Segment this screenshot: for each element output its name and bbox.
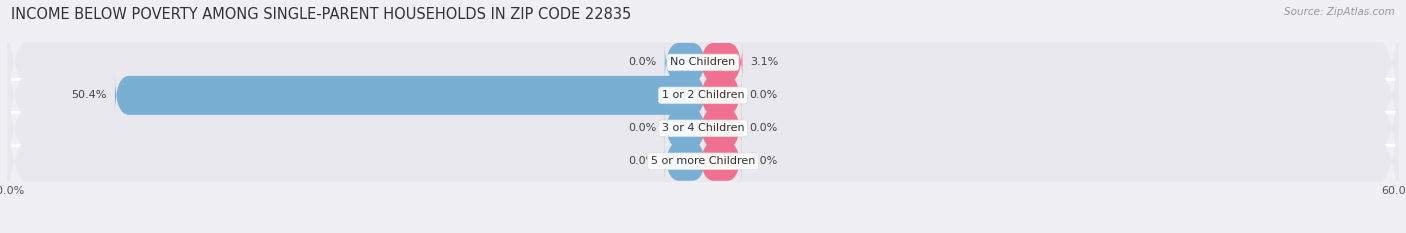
FancyBboxPatch shape xyxy=(7,26,1399,164)
Text: No Children: No Children xyxy=(671,57,735,67)
FancyBboxPatch shape xyxy=(7,0,1399,131)
Text: 0.0%: 0.0% xyxy=(628,57,657,67)
Text: 0.0%: 0.0% xyxy=(628,123,657,133)
Text: 0.0%: 0.0% xyxy=(749,90,778,100)
FancyBboxPatch shape xyxy=(665,108,706,148)
FancyBboxPatch shape xyxy=(700,141,741,182)
Text: 50.4%: 50.4% xyxy=(72,90,107,100)
Text: Source: ZipAtlas.com: Source: ZipAtlas.com xyxy=(1284,7,1395,17)
Text: 0.0%: 0.0% xyxy=(628,156,657,166)
Text: 0.0%: 0.0% xyxy=(749,156,778,166)
Text: 5 or more Children: 5 or more Children xyxy=(651,156,755,166)
FancyBboxPatch shape xyxy=(7,59,1399,197)
Text: 1 or 2 Children: 1 or 2 Children xyxy=(662,90,744,100)
Text: 3 or 4 Children: 3 or 4 Children xyxy=(662,123,744,133)
FancyBboxPatch shape xyxy=(700,108,741,148)
Text: INCOME BELOW POVERTY AMONG SINGLE-PARENT HOUSEHOLDS IN ZIP CODE 22835: INCOME BELOW POVERTY AMONG SINGLE-PARENT… xyxy=(11,7,631,22)
FancyBboxPatch shape xyxy=(7,93,1399,230)
Text: 3.1%: 3.1% xyxy=(751,57,779,67)
Text: 0.0%: 0.0% xyxy=(749,123,778,133)
FancyBboxPatch shape xyxy=(665,141,706,182)
FancyBboxPatch shape xyxy=(665,42,706,82)
FancyBboxPatch shape xyxy=(115,75,706,116)
FancyBboxPatch shape xyxy=(700,42,742,82)
FancyBboxPatch shape xyxy=(700,75,741,116)
